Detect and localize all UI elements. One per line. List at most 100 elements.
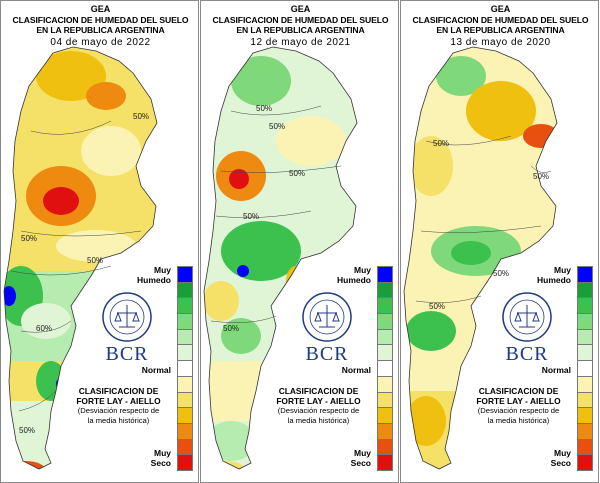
legend-swatch <box>577 297 593 315</box>
class-line-2: FORTE LAY - AIELLO <box>276 396 361 406</box>
class-line-4: la media histórica) <box>487 416 550 425</box>
legend-swatch <box>577 313 593 330</box>
legend-swatch <box>577 360 593 377</box>
class-line-4: la media histórica) <box>287 416 350 425</box>
title-line-2: EN LA REPUBLICA ARGENTINA <box>236 25 365 35</box>
contour-label: 50% <box>243 212 259 221</box>
legend-swatch <box>377 344 393 362</box>
legend-bar <box>177 266 193 471</box>
title-line-1: CLASIFICACION DE HUMEDAD DEL SUELO <box>12 15 189 25</box>
classification-note: CLASIFICACION DE FORTE LAY - AIELLO (Des… <box>266 386 371 426</box>
legend-swatch <box>377 407 393 424</box>
bcr-brand: BCR <box>105 343 149 365</box>
legend-bar <box>577 266 593 471</box>
legend-swatch <box>577 281 593 299</box>
map-panel-2020: GEA CLASIFICACION DE HUMEDAD DEL SUELO E… <box>400 0 599 483</box>
contour-label: 50% <box>256 104 272 113</box>
legend-swatch <box>177 375 193 393</box>
legend-swatch <box>377 360 393 377</box>
contour-label: 50% <box>133 112 149 121</box>
title-line-2: EN LA REPUBLICA ARGENTINA <box>36 25 165 35</box>
legend-swatch <box>377 281 393 299</box>
bcr-brand: BCR <box>505 343 549 365</box>
legend-swatch <box>177 328 193 346</box>
bcr-brand: BCR <box>305 343 349 365</box>
legend-swatch <box>377 422 393 440</box>
legend-swatch <box>577 266 593 283</box>
legend-swatch <box>177 438 193 456</box>
class-line-2: FORTE LAY - AIELLO <box>76 396 161 406</box>
legend-swatch <box>577 407 593 424</box>
contour-label: 60% <box>36 324 52 333</box>
map-date: 13 de mayo de 2020 <box>450 37 551 48</box>
org-name: GEA <box>90 4 111 14</box>
title-line-1: CLASIFICACION DE HUMEDAD DEL SUELO <box>412 15 589 25</box>
legend-swatch <box>177 266 193 283</box>
map-panel-2022: GEA CLASIFICACION DE HUMEDAD DEL SUELO E… <box>0 0 199 483</box>
contour-label: 50% <box>429 302 445 311</box>
map-date: 12 de mayo de 2021 <box>250 37 351 48</box>
legend-swatch <box>377 266 393 283</box>
legend-label-normal: Normal <box>341 365 371 375</box>
legend-swatch <box>577 391 593 409</box>
legend-swatch <box>377 391 393 409</box>
map-panel-2021: GEA CLASIFICACION DE HUMEDAD DEL SUELO E… <box>200 0 399 483</box>
legend-swatch <box>577 328 593 346</box>
classification-note: CLASIFICACION DE FORTE LAY - AIELLO (Des… <box>66 386 171 426</box>
class-line-1: CLASIFICACION DE <box>278 386 359 396</box>
bcr-seal-icon <box>502 292 552 342</box>
class-line-3: (Desviación respecto de <box>277 406 360 415</box>
legend-swatch <box>377 438 393 456</box>
legend-swatch <box>577 344 593 362</box>
legend-label-normal: Normal <box>541 365 571 375</box>
class-line-1: CLASIFICACION DE <box>478 386 559 396</box>
class-line-2: FORTE LAY - AIELLO <box>476 396 561 406</box>
contour-label: 50% <box>21 234 37 243</box>
legend-swatch <box>577 422 593 440</box>
legend-swatch <box>377 328 393 346</box>
panel-header: GEA CLASIFICACION DE HUMEDAD DEL SUELO E… <box>401 4 598 49</box>
legend-swatch <box>377 297 393 315</box>
class-line-1: CLASIFICACION DE <box>78 386 159 396</box>
argentina-map: 50% 50% 60% 50% 50% <box>3 46 158 470</box>
legend-swatch <box>577 375 593 393</box>
title-line-2: EN LA REPUBLICA ARGENTINA <box>436 25 565 35</box>
legend-swatch <box>177 407 193 424</box>
legend-label-muy-humedo: Muy Humedo <box>337 265 371 285</box>
legend-swatch <box>577 454 593 471</box>
bcr-seal-icon <box>302 292 352 342</box>
legend-label-muy-seco: Muy Seco <box>350 448 371 468</box>
legend-label-normal: Normal <box>141 365 171 375</box>
class-line-3: (Desviación respecto de <box>477 406 560 415</box>
title-line-1: CLASIFICACION DE HUMEDAD DEL SUELO <box>212 15 389 25</box>
legend-swatch <box>377 454 393 471</box>
legend-swatch <box>377 313 393 330</box>
contour-label: 50% <box>87 256 103 265</box>
legend-label-muy-seco: Muy Seco <box>150 448 171 468</box>
panel-header: GEA CLASIFICACION DE HUMEDAD DEL SUELO E… <box>201 4 398 49</box>
legend-bar <box>377 266 393 471</box>
legend-label-muy-seco: Muy Seco <box>550 448 571 468</box>
legend-swatch <box>177 422 193 440</box>
legend-label-muy-humedo: Muy Humedo <box>137 265 171 285</box>
legend-swatch <box>177 391 193 409</box>
contour-label: 50% <box>269 122 285 131</box>
argentina-map: 50% 50% 50% 50% 50% <box>203 46 358 470</box>
bcr-seal-icon <box>102 292 152 342</box>
map-date: 04 de mayo de 2022 <box>50 37 151 48</box>
contour-label: 50% <box>433 139 449 148</box>
contour-label: 50% <box>289 169 305 178</box>
legend-swatch <box>577 438 593 456</box>
legend-swatch <box>377 375 393 393</box>
legend-label-muy-humedo: Muy Humedo <box>537 265 571 285</box>
contour-label: 50% <box>19 426 35 435</box>
legend-swatch <box>177 360 193 377</box>
org-name: GEA <box>290 4 311 14</box>
class-line-4: la media histórica) <box>87 416 150 425</box>
class-line-3: (Desviación respecto de <box>77 406 160 415</box>
legend-swatch <box>177 454 193 471</box>
legend-swatch <box>177 344 193 362</box>
classification-note: CLASIFICACION DE FORTE LAY - AIELLO (Des… <box>466 386 571 426</box>
org-name: GEA <box>490 4 511 14</box>
contour-label: 50% <box>493 269 509 278</box>
